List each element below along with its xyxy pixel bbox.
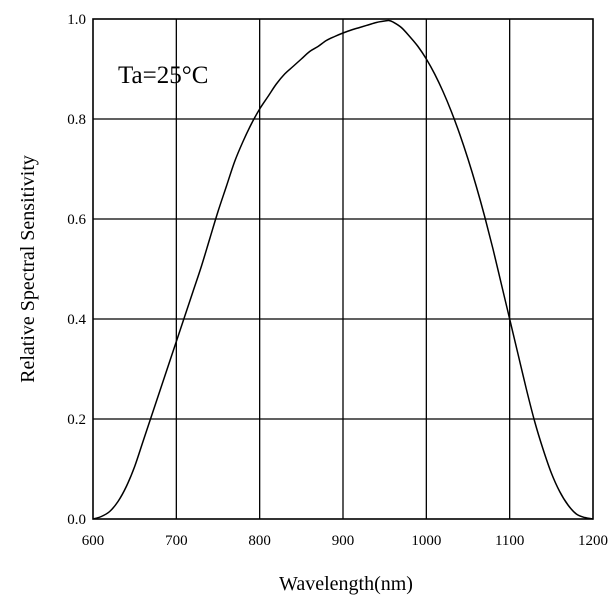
y-tick-label-4: 0.8 (67, 112, 86, 128)
x-tick-label-800: 800 (248, 533, 271, 549)
plot-frame (92, 18, 594, 520)
tick-labels: 600 700 800 900 1000 1100 1200 0.0 0.2 0.4 0.6 0.8 1… (67, 12, 608, 549)
y-tick-label-2: 0.4 (67, 312, 86, 328)
x-tick-label-1000: 1000 (411, 533, 441, 549)
x-tick-label-1100: 1100 (495, 533, 524, 549)
sensitivity-curve-0 (92, 19, 594, 520)
y-tick-label-3: 0.6 (67, 212, 86, 228)
curve-layer (92, 19, 594, 520)
x-tick-label-700: 700 (165, 533, 188, 549)
y-tick-label-1: 0.2 (67, 412, 86, 428)
x-tick-label-600: 600 (82, 533, 105, 549)
temperature-annotation: Ta=25°C (118, 62, 208, 89)
y-tick-label-5: 1.0 (67, 12, 86, 28)
y-axis-title: Relative Spectral Sensitivity (17, 155, 39, 383)
x-axis-title: Wavelength(nm) (279, 573, 413, 595)
y-tick-label-0: 0.0 (67, 512, 86, 528)
grid (93, 19, 593, 519)
x-tick-label-1200: 1200 (578, 533, 608, 549)
x-tick-label-900: 900 (332, 533, 355, 549)
